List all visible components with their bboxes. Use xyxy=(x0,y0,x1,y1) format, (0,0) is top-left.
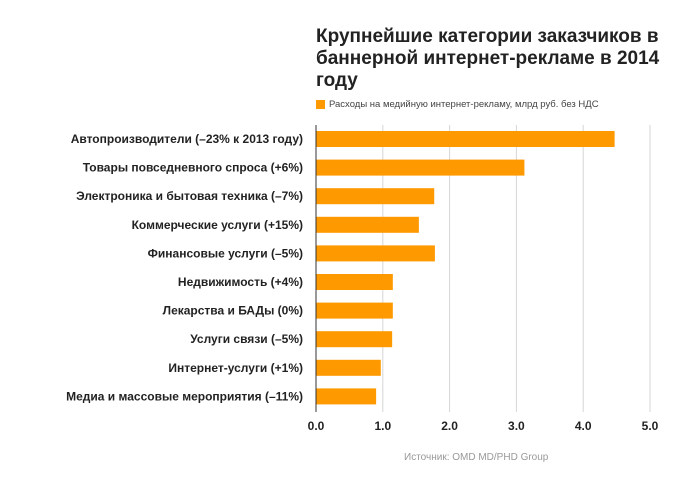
legend: Расходы на медийную интернет-рекламу, мл… xyxy=(316,99,599,110)
category-label: Товары повседневного спроса (+6%) xyxy=(83,161,303,175)
category-label: Интернет-услуги (+1%) xyxy=(168,361,303,375)
bar xyxy=(316,331,393,348)
x-tick-label: 0.0 xyxy=(308,419,325,433)
category-label: Медиа и массовые мероприятия (–11%) xyxy=(66,389,303,403)
category-label: Услуги связи (–5%) xyxy=(190,332,303,346)
category-label: Лекарства и БАДы (0%) xyxy=(163,304,303,318)
category-label: Электроника и бытовая техника (–7%) xyxy=(76,189,303,203)
chart-title: Крупнейшие категории заказчиков в баннер… xyxy=(316,26,660,91)
x-tick-label: 5.0 xyxy=(642,419,659,433)
bar xyxy=(316,274,393,290)
category-label: Коммерческие услуги (+15%) xyxy=(132,218,303,232)
bar xyxy=(316,388,377,405)
category-label: Автопроизводители (–23% к 2013 году) xyxy=(71,132,303,146)
bar xyxy=(316,188,435,205)
bar xyxy=(316,159,525,176)
source-note: Источник: OMD MD/PHD Group xyxy=(404,452,549,463)
bar xyxy=(316,302,393,319)
category-label: Недвижимость (+4%) xyxy=(178,275,303,289)
category-label: Финансовые услуги (–5%) xyxy=(148,246,303,260)
bar xyxy=(316,216,419,233)
x-tick-label: 2.0 xyxy=(441,419,458,433)
bar xyxy=(316,245,435,262)
bar xyxy=(316,359,381,376)
x-tick-label: 4.0 xyxy=(575,419,592,433)
bar xyxy=(316,131,615,147)
x-tick-label: 3.0 xyxy=(508,419,525,433)
legend-swatch xyxy=(316,100,325,109)
legend-label: Расходы на медийную интернет-рекламу, мл… xyxy=(329,99,599,110)
x-tick-label: 1.0 xyxy=(374,419,391,433)
